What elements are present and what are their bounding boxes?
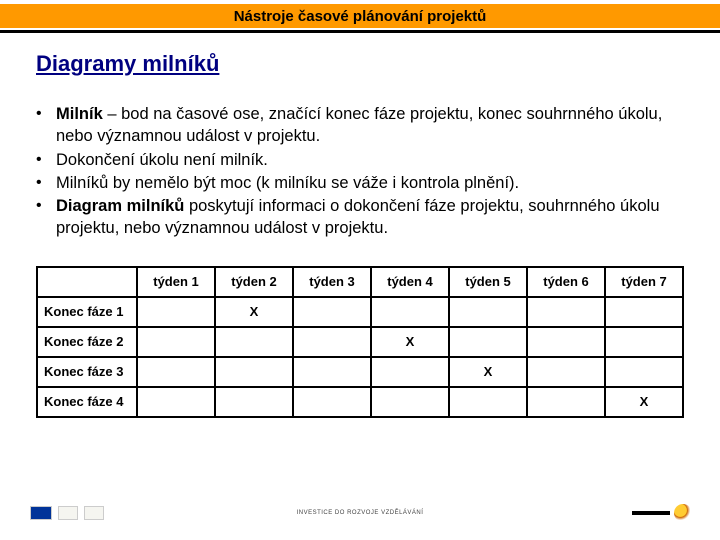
table-row: Konec fáze 3 X	[37, 357, 683, 387]
column-header: týden 6	[527, 267, 605, 297]
column-header: týden 5	[449, 267, 527, 297]
row-label: Konec fáze 1	[37, 297, 137, 327]
table-cell	[605, 297, 683, 327]
bullet-text: Dokončení úkolu není milník.	[56, 151, 268, 169]
table-header-row: týden 1 týden 2 týden 3 týden 4 týden 5 …	[37, 267, 683, 297]
bullet-item: Diagram milníků poskytují informaci o do…	[30, 195, 690, 240]
swirl-logo-icon	[674, 504, 692, 522]
table-row: Konec fáze 2 X	[37, 327, 683, 357]
bullet-list: Milník – bod na časové ose, značící kone…	[30, 103, 690, 240]
title-background: Nástroje časové plánování projektů	[0, 4, 720, 28]
bullet-item: Dokončení úkolu není milník.	[30, 149, 690, 171]
table-cell	[527, 387, 605, 417]
footer-text: INVESTICE DO ROZVOJE VZDĚLÁVÁNÍ	[297, 510, 424, 516]
table-cell	[215, 357, 293, 387]
table-cell	[371, 357, 449, 387]
column-header: týden 4	[371, 267, 449, 297]
table-cell	[527, 327, 605, 357]
table-cell	[449, 327, 527, 357]
row-label: Konec fáze 3	[37, 357, 137, 387]
table-cell	[293, 297, 371, 327]
table-corner-cell	[37, 267, 137, 297]
title-bar: Nástroje časové plánování projektů	[0, 0, 720, 33]
table-cell	[137, 357, 215, 387]
footer-logos-right	[632, 504, 692, 522]
table-cell	[293, 327, 371, 357]
table-cell	[137, 387, 215, 417]
table-cell: X	[605, 387, 683, 417]
bullet-item: Milníků by nemělo být moc (k milníku se …	[30, 172, 690, 194]
bullet-item: Milník – bod na časové ose, značící kone…	[30, 103, 690, 148]
column-header: týden 2	[215, 267, 293, 297]
table-cell	[293, 357, 371, 387]
bullet-bold: Diagram milníků	[56, 197, 184, 215]
content-area: Diagramy milníků Milník – bod na časové …	[0, 33, 720, 418]
table-cell	[527, 297, 605, 327]
bullet-text: – bod na časové ose, značící konec fáze …	[56, 105, 662, 145]
column-header: týden 7	[605, 267, 683, 297]
column-header: týden 1	[137, 267, 215, 297]
table-cell: X	[449, 357, 527, 387]
table-cell: X	[215, 297, 293, 327]
column-header: týden 3	[293, 267, 371, 297]
milestone-table: týden 1 týden 2 týden 3 týden 4 týden 5 …	[36, 266, 684, 418]
row-label: Konec fáze 4	[37, 387, 137, 417]
table-cell: X	[371, 327, 449, 357]
footer-bar-icon	[632, 511, 670, 515]
bullet-bold: Milník	[56, 105, 103, 123]
table-cell	[137, 327, 215, 357]
bullet-text: Milníků by nemělo být moc (k milníku se …	[56, 174, 519, 192]
section-subtitle: Diagramy milníků	[36, 51, 690, 77]
table-cell	[293, 387, 371, 417]
table-cell	[371, 297, 449, 327]
table-cell	[137, 297, 215, 327]
page-title: Nástroje časové plánování projektů	[234, 8, 487, 25]
footer-center: INVESTICE DO ROZVOJE VZDĚLÁVÁNÍ	[0, 510, 720, 516]
table-cell	[371, 387, 449, 417]
row-label: Konec fáze 2	[37, 327, 137, 357]
table-row: Konec fáze 1 X	[37, 297, 683, 327]
milestone-table-wrap: týden 1 týden 2 týden 3 týden 4 týden 5 …	[30, 266, 690, 418]
table-cell	[215, 327, 293, 357]
table-cell	[449, 297, 527, 327]
table-cell	[605, 357, 683, 387]
table-cell	[449, 387, 527, 417]
table-cell	[527, 357, 605, 387]
table-cell	[215, 387, 293, 417]
table-row: Konec fáze 4 X	[37, 387, 683, 417]
table-cell	[605, 327, 683, 357]
